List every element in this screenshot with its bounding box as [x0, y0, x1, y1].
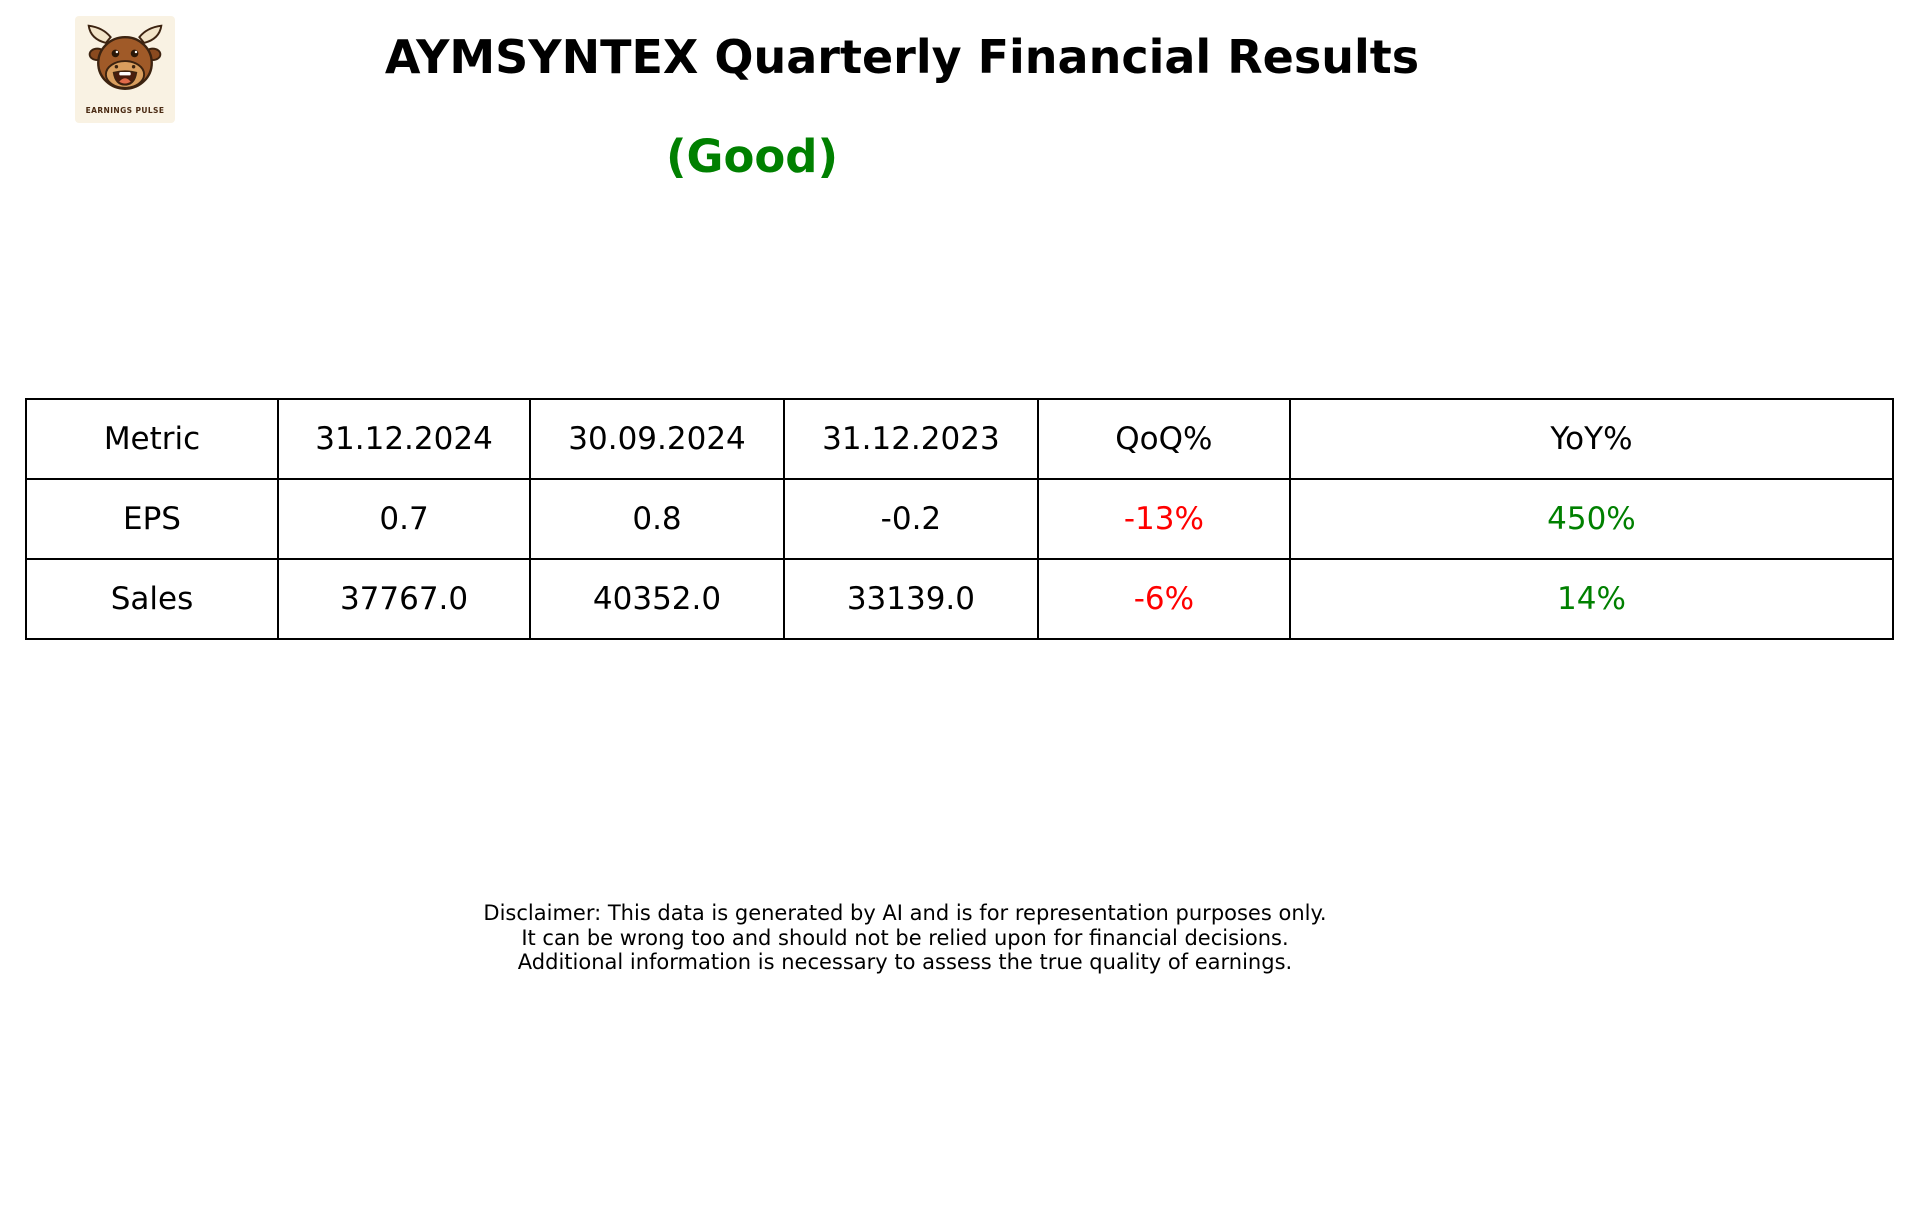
- table-header-row: Metric 31.12.2024 30.09.2024 31.12.2023 …: [24, 398, 1895, 480]
- col-header-q-prev: 30.09.2024: [529, 398, 785, 480]
- col-header-metric: Metric: [24, 398, 280, 480]
- earnings-pulse-logo: EARNINGS PULSE: [75, 16, 175, 123]
- cell-sales-yearago: 33139.0: [782, 558, 1039, 640]
- col-header-yoy: YoY%: [1288, 398, 1895, 480]
- cell-eps-metric: EPS: [24, 478, 280, 560]
- cell-sales-current: 37767.0: [277, 558, 532, 640]
- disclaimer-line-3: Additional information is necessary to a…: [517, 950, 1293, 974]
- cell-eps-previous: 0.8: [529, 478, 785, 560]
- cell-sales-metric: Sales: [24, 558, 280, 640]
- cell-eps-yearago: -0.2: [782, 478, 1039, 560]
- cell-eps-qoq: -13%: [1036, 478, 1291, 560]
- col-header-q-current: 31.12.2024: [277, 398, 532, 480]
- disclaimer-line-1: Disclaimer: This data is generated by AI…: [483, 901, 1327, 925]
- table-row-eps: EPS 0.7 0.8 -0.2 -13% 450%: [24, 478, 1895, 560]
- col-header-qoq: QoQ%: [1036, 398, 1291, 480]
- cell-eps-yoy: 450%: [1288, 478, 1895, 560]
- financial-results-table: Metric 31.12.2024 30.09.2024 31.12.2023 …: [24, 398, 1895, 640]
- disclaimer: Disclaimer: This data is generated by AI…: [483, 901, 1326, 975]
- disclaimer-line-2: It can be wrong too and should not be re…: [521, 925, 1289, 950]
- cell-sales-yoy: 14%: [1288, 558, 1895, 640]
- col-header-q-yearago: 31.12.2023: [782, 398, 1039, 480]
- bull-mascot-icon: [87, 24, 163, 90]
- table-row-sales: Sales 37767.0 40352.0 33139.0 -6% 14%: [24, 558, 1895, 640]
- cell-sales-previous: 40352.0: [529, 558, 785, 640]
- cell-eps-current: 0.7: [277, 478, 532, 560]
- logo-brand-text: EARNINGS PULSE: [85, 106, 165, 115]
- quality-verdict: (Good): [665, 130, 839, 183]
- page-title: AYMSYNTEX Quarterly Financial Results: [384, 30, 1420, 84]
- cell-sales-qoq: -6%: [1036, 558, 1291, 640]
